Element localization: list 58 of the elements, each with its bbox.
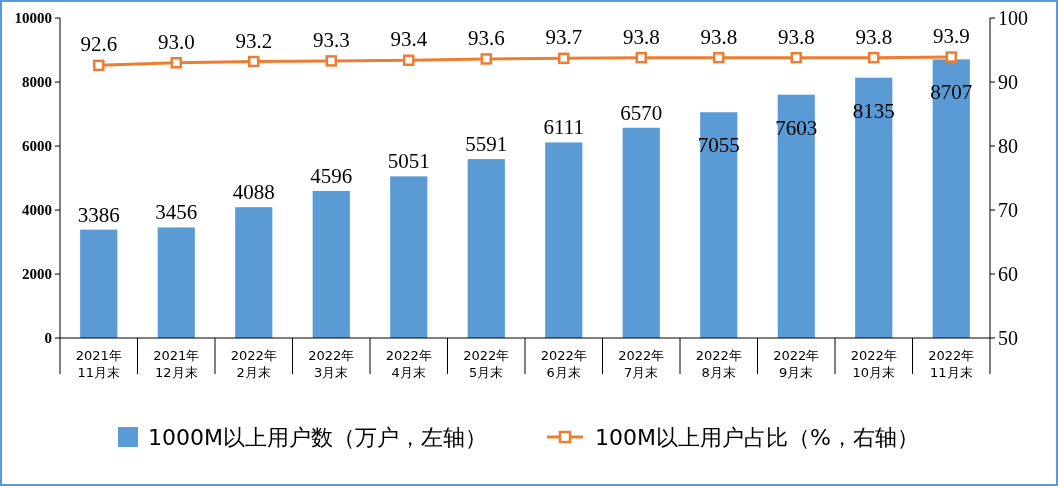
y-tick-label: 0 [44,330,52,346]
bar [932,59,970,338]
data-label: 3456 [155,200,198,225]
data-label: 93.4 [390,27,428,52]
x-tick-label: 2022年 9月末 [773,348,820,380]
data-label: 6570 [620,100,663,125]
data-label: 5591 [465,132,508,157]
legend-label: 1000M以上用户数（万户，左轴） [148,425,487,450]
data-label: 6111 [543,115,584,140]
bar [700,112,738,338]
x-tick-label: 2021年 12月末 [153,348,200,380]
x-tick-label: 2022年 3月末 [308,348,355,380]
data-label: 93.8 [700,24,738,49]
y2-tick-label: 60 [998,263,1018,285]
y2-tick-label: 70 [998,199,1018,221]
data-label: 93.8 [777,24,815,49]
bar [622,127,660,338]
data-label: 4088 [232,180,275,205]
data-label: 93.9 [932,24,970,49]
data-label: 4596 [310,163,353,188]
x-tick-label: 2022年 4月末 [385,348,432,380]
y2-tick-label: 100 [998,7,1028,29]
data-label: 93.6 [467,25,505,50]
y-tick-label: 2000 [22,266,52,282]
data-label: 93.2 [235,28,273,53]
data-label: 93.8 [855,24,893,49]
data-label: 92.6 [80,32,118,57]
bar [390,176,428,338]
y2-tick-label: 90 [998,71,1018,93]
data-label: 93.8 [622,24,660,49]
y2-tick-label: 50 [998,327,1018,349]
data-label: 3386 [77,202,120,227]
bar [777,94,815,338]
bar [545,142,583,338]
bar [80,229,118,338]
x-tick-label: 2022年 2月末 [230,348,277,380]
bar [157,227,195,338]
data-label: 5051 [387,149,430,174]
y-tick-label: 8000 [22,74,52,90]
bar [312,190,350,338]
x-tick-label: 2022年 10月末 [850,348,897,380]
y-tick-label: 10000 [14,10,52,26]
x-tick-label: 2022年 5月末 [463,348,510,380]
x-tick-label: 2022年 8月末 [695,348,742,380]
y-tick-label: 4000 [22,202,52,218]
x-tick-label: 2021年 11月末 [75,348,122,380]
data-label: 93.7 [545,25,583,50]
data-label: 93.0 [157,29,195,54]
x-tick-label: 2022年 6月末 [540,348,587,380]
y2-tick-label: 80 [998,135,1018,157]
bar [467,159,505,338]
x-tick-label: 2022年 7月末 [618,348,665,380]
legend-label: 100M以上用户占比（%，右轴） [595,425,919,450]
bar [235,207,273,338]
y-tick-label: 6000 [22,138,52,154]
bar [855,77,893,338]
data-label: 93.3 [312,27,350,52]
x-tick-label: 2022年 11月末 [928,348,975,380]
